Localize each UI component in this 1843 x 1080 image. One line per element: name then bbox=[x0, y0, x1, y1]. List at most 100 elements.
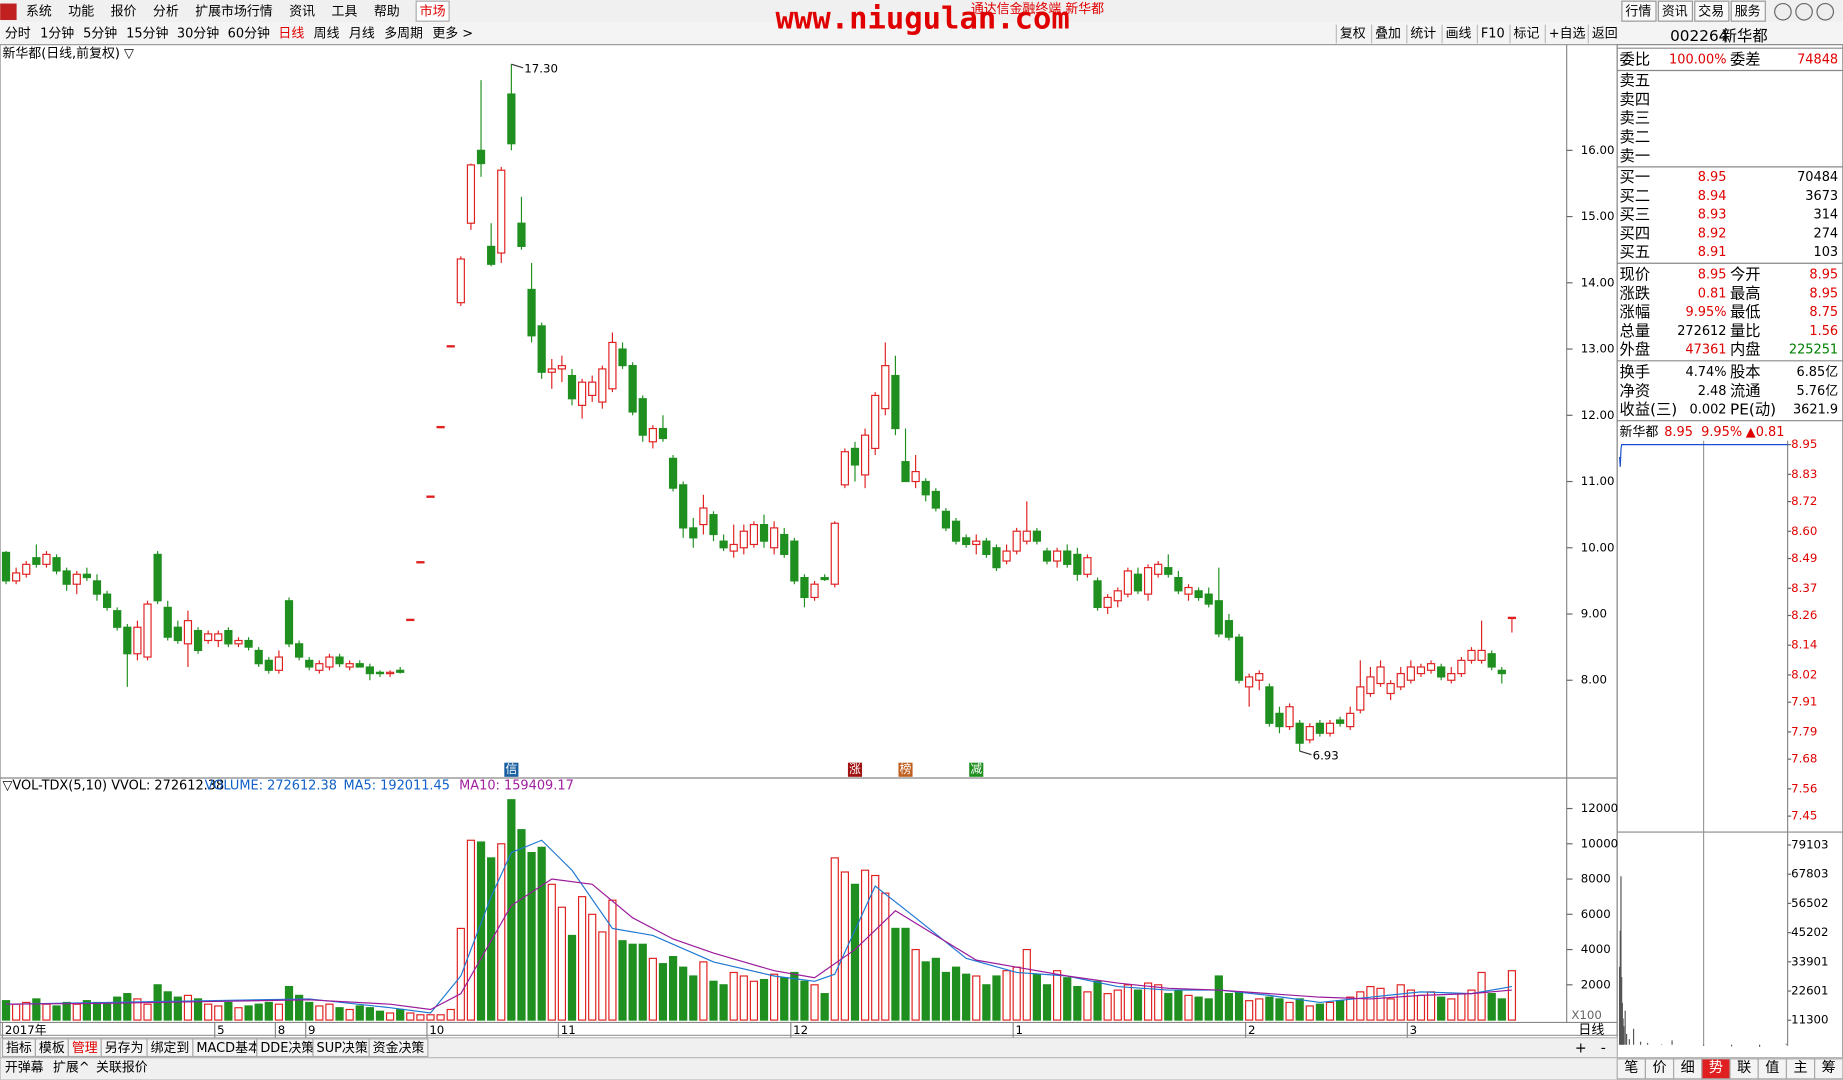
candle-body bbox=[951, 520, 961, 542]
watermark: www.niugulan.com bbox=[776, 1, 1070, 36]
event-marker-label: 信 bbox=[505, 762, 517, 776]
candle-body bbox=[1487, 653, 1496, 668]
status-item[interactable]: 关联报价 bbox=[96, 1061, 148, 1076]
quote-label: 今开 bbox=[1730, 265, 1761, 283]
tool-item[interactable]: 统计 bbox=[1410, 27, 1436, 42]
y-tick-label: 7.68 bbox=[1791, 752, 1817, 766]
bid-price: 8.94 bbox=[1698, 189, 1727, 204]
event-marker[interactable] bbox=[847, 762, 863, 777]
volume-bar bbox=[82, 1000, 91, 1021]
menu-item[interactable]: 工具 bbox=[332, 4, 358, 19]
period-item[interactable]: 15分钟 bbox=[126, 26, 168, 42]
tool-item[interactable]: 返回 bbox=[1592, 27, 1618, 42]
volume-bar bbox=[315, 1005, 324, 1021]
candle-body bbox=[719, 540, 728, 549]
candle-body bbox=[335, 656, 344, 665]
volume-bar bbox=[1073, 985, 1082, 1021]
tool-item[interactable]: +自选 bbox=[1549, 27, 1586, 42]
zoom-button[interactable]: - bbox=[1601, 1040, 1606, 1056]
candle-body bbox=[416, 561, 425, 564]
volume-bar bbox=[1477, 971, 1486, 1021]
candle-body bbox=[22, 563, 31, 575]
y-tick-label: 8.37 bbox=[1791, 581, 1817, 595]
candle-body bbox=[739, 530, 748, 549]
candle-body bbox=[759, 523, 769, 542]
quote-panel bbox=[1616, 44, 1843, 1059]
status-item[interactable]: 扩展^ bbox=[53, 1061, 90, 1076]
volume-bar bbox=[325, 1003, 334, 1021]
period-item[interactable]: 5分钟 bbox=[83, 26, 117, 42]
candle-body bbox=[92, 580, 102, 595]
volume-bar bbox=[982, 984, 991, 1021]
bottom-tab[interactable] bbox=[368, 1038, 429, 1058]
volume-bar bbox=[860, 869, 870, 1021]
y-tick-label: 67803 bbox=[1791, 867, 1828, 881]
event-marker[interactable] bbox=[898, 762, 913, 777]
top-button[interactable] bbox=[1621, 0, 1657, 22]
tool-item[interactable]: 标记 bbox=[1514, 27, 1540, 42]
candle-body bbox=[1194, 590, 1203, 599]
status-item[interactable]: 开弹幕 bbox=[5, 1061, 44, 1076]
minimize[interactable] bbox=[1774, 2, 1792, 21]
quote-label: 最低 bbox=[1730, 303, 1761, 321]
top-button[interactable] bbox=[1657, 0, 1694, 22]
menu-item[interactable]: 功能 bbox=[68, 4, 94, 19]
tool-item[interactable]: 画线 bbox=[1446, 27, 1472, 42]
period-item[interactable]: 30分钟 bbox=[177, 26, 219, 42]
top-button[interactable] bbox=[1730, 0, 1766, 22]
volume-bar bbox=[62, 1001, 71, 1021]
market-tab[interactable] bbox=[415, 0, 450, 22]
y-tick-label: 2000 bbox=[1581, 977, 1611, 991]
volume-bar bbox=[648, 957, 657, 1021]
period-item[interactable]: 多周期 bbox=[384, 27, 423, 42]
y-tick-label: 9.00 bbox=[1581, 607, 1607, 621]
volume-bar bbox=[709, 980, 718, 1021]
volume-bar bbox=[193, 998, 203, 1021]
menu-item[interactable]: 帮助 bbox=[374, 4, 400, 19]
period-item[interactable]: 分时 bbox=[5, 27, 31, 42]
candle-body bbox=[224, 629, 233, 645]
period-item[interactable]: 60分钟 bbox=[228, 26, 270, 42]
tool-item[interactable]: 叠加 bbox=[1375, 27, 1401, 42]
period-item[interactable]: 更多 > bbox=[432, 27, 473, 42]
event-marker[interactable] bbox=[504, 762, 519, 777]
period-item[interactable]: 1分钟 bbox=[40, 26, 74, 42]
menu-bar bbox=[0, 0, 1843, 23]
quote-value: 74848 bbox=[1797, 52, 1838, 67]
intraday-title: 新华都 bbox=[1620, 424, 1659, 440]
menu-item[interactable]: 系统 bbox=[26, 4, 52, 19]
candle-body bbox=[143, 603, 152, 658]
menu-item[interactable]: 扩展市场行情 bbox=[195, 3, 273, 19]
bottom-tab-label: 模板 bbox=[39, 1041, 65, 1056]
quote-label: 总量 bbox=[1620, 322, 1651, 340]
bid-volume: 3673 bbox=[1805, 189, 1838, 204]
period-item[interactable]: 月线 bbox=[349, 27, 375, 42]
window-controls bbox=[1774, 2, 1835, 21]
tool-item[interactable]: F10 bbox=[1481, 27, 1505, 42]
candle-body bbox=[1426, 663, 1436, 671]
stock-name: 新华都 bbox=[1722, 27, 1768, 45]
close[interactable] bbox=[1816, 2, 1835, 21]
tool-item[interactable]: 复权 bbox=[1340, 26, 1366, 42]
zoom-button[interactable]: + bbox=[1575, 1040, 1587, 1056]
restore[interactable] bbox=[1795, 2, 1813, 21]
right-tab-label: 笔 bbox=[1624, 1060, 1638, 1076]
top-button-label: 交易 bbox=[1698, 3, 1724, 19]
candle-body bbox=[1437, 666, 1446, 678]
volume-bar bbox=[123, 993, 132, 1021]
volume-bar bbox=[1467, 989, 1476, 1021]
menu-item[interactable]: 分析 bbox=[153, 4, 179, 19]
top-button[interactable] bbox=[1694, 0, 1730, 22]
y-tick-label: 6000 bbox=[1581, 907, 1611, 921]
volume-bar bbox=[1214, 975, 1223, 1021]
period-item[interactable]: 周线 bbox=[314, 27, 340, 42]
period-item[interactable]: 日线 bbox=[278, 27, 304, 42]
event-marker[interactable] bbox=[969, 762, 984, 777]
candle-body bbox=[820, 576, 829, 581]
volume-bar bbox=[770, 973, 779, 1021]
menu-item[interactable]: 报价 bbox=[111, 4, 137, 19]
quote-value: 1.56 bbox=[1809, 324, 1838, 339]
volume-bar bbox=[618, 940, 627, 1021]
candle-body bbox=[840, 451, 849, 486]
menu-item[interactable]: 资讯 bbox=[289, 4, 315, 19]
